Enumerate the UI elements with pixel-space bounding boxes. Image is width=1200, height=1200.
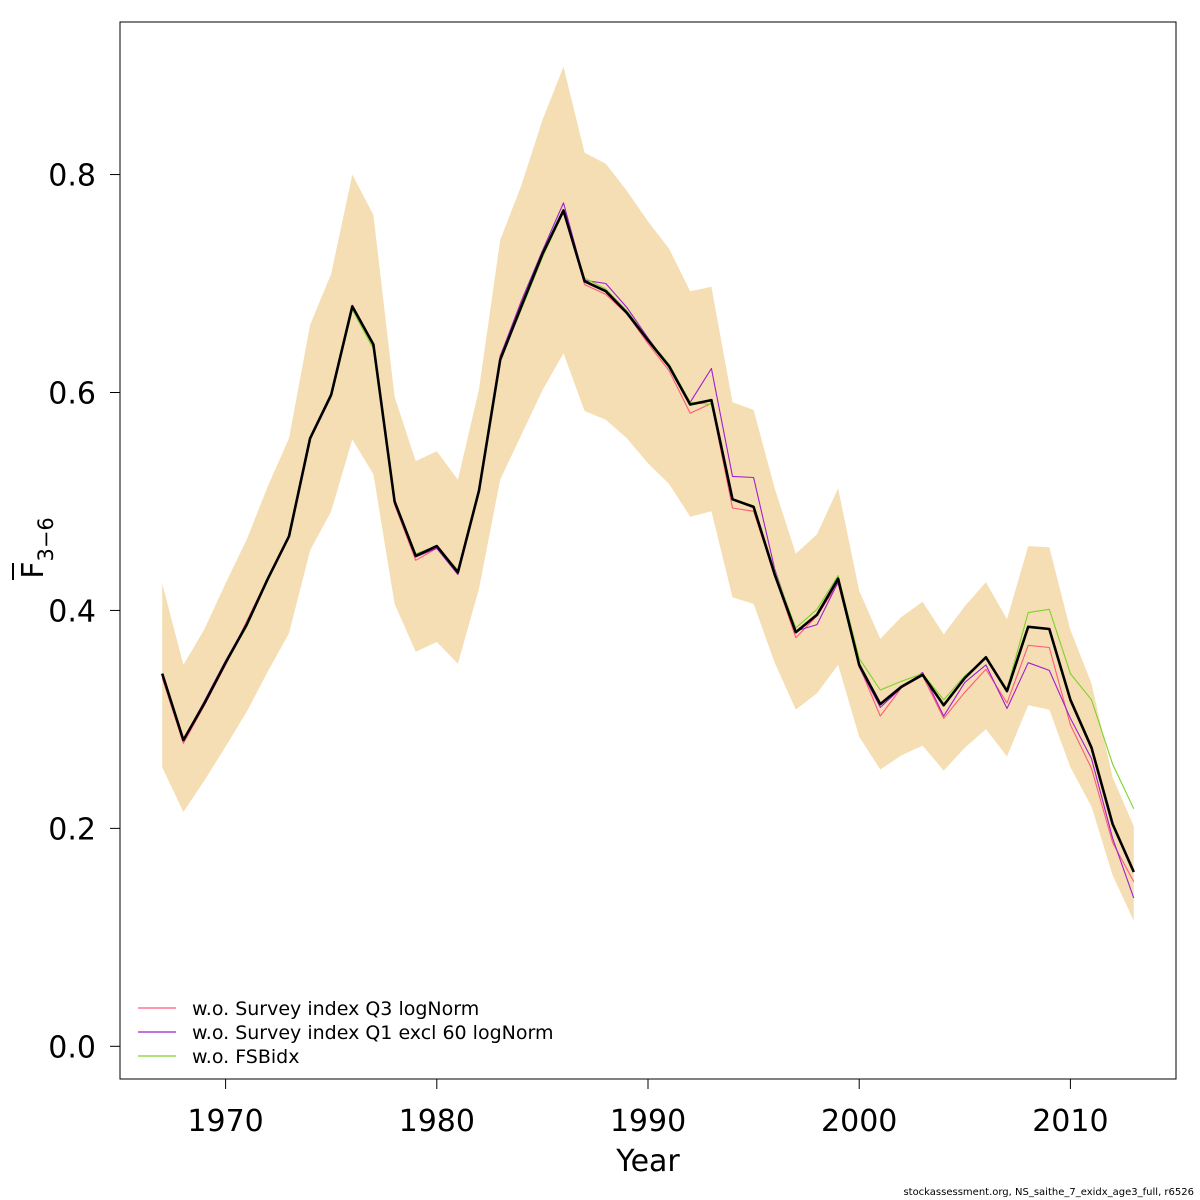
y-tick-label: 0.2 [48,812,96,847]
y-tick-label: 0.0 [48,1030,96,1065]
x-axis-title: Year [615,1144,680,1179]
x-tick-label: 1980 [399,1104,475,1139]
y-tick-label: 0.6 [48,376,96,411]
axis-layer: 1970 1980 1990 2000 2010 0.0 0.2 0.4 0.6 0.8 [12,159,1109,1139]
series-line-baseline [160,209,1135,873]
y-tick-label: 0.8 [48,159,96,194]
x-tick-label: 1970 [187,1104,263,1139]
y-axis-title: F3−6 [16,517,58,579]
y-axis-title-main: F [16,562,51,579]
legend-label: w.o. FSBidx [192,1046,299,1068]
y-tick-label: 0.4 [48,594,96,629]
legend-label: w.o. Survey index Q3 logNorm [192,998,479,1020]
x-tick-label: 2010 [1032,1104,1108,1139]
series-layer [160,202,1135,899]
y-axis-title-subscript: 3−6 [34,517,58,561]
confidence-band [162,66,1134,921]
x-tick-label: 1990 [610,1104,686,1139]
footer-credit: stockassessment.org, NS_saithe_7_exidx_a… [903,1187,1194,1198]
legend-label: w.o. Survey index Q1 excl 60 logNorm [192,1022,553,1044]
confidence-band-layer [162,66,1134,921]
x-tick-label: 2000 [821,1104,897,1139]
